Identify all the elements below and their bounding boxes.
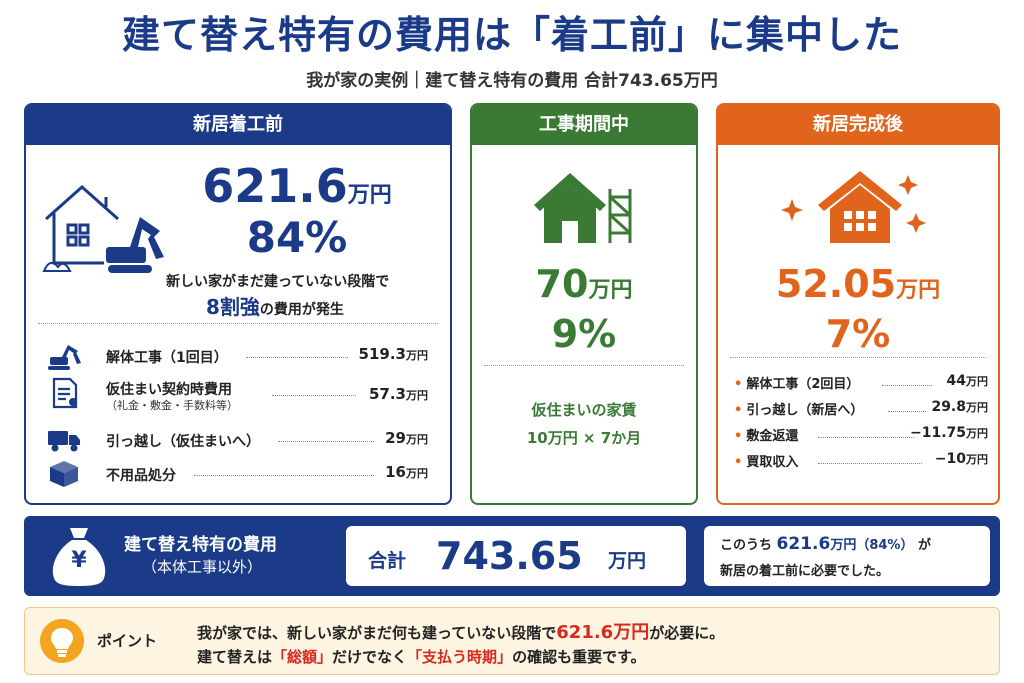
item-value: 29.8 (931, 399, 966, 415)
item-label: 仮住まい契約時費用 (106, 382, 232, 398)
during-note1: 仮住まいの家賃 (531, 401, 637, 419)
after-item: • 買取収入 −10万円 (734, 451, 988, 470)
note-pre: このうち (720, 538, 773, 553)
after-card-header: 新居完成後 (718, 105, 998, 145)
item-label: 解体工事（1回目） (106, 350, 228, 366)
after-item: • 引っ越し（新居へ） 29.8万円 (734, 399, 988, 418)
truck-icon (48, 431, 80, 452)
point-line2-c: だけでなく (332, 648, 408, 666)
after-completion-card: 新居完成後 52.05万円 7% • 解体工事（2回目） 44万円 • 引っ越し（新居… (716, 103, 1000, 505)
after-item: • 敷金返還 −11.75万円 (734, 425, 988, 444)
note-post: が (917, 538, 931, 553)
point-line2-a: 建て替えは (197, 648, 273, 666)
before-construction-card: 新居着工前 621.6万円 84% 新しい家がまだ建っていない段階で 8割強の費… (24, 103, 452, 505)
before-percent: 84% (246, 213, 348, 262)
contract-document-icon (52, 377, 78, 409)
page-title: 建て替え特有の費用は「着工前」に集中した (121, 13, 902, 57)
item-sublabel: （礼金・敷金・手数料等） (106, 399, 238, 412)
before-unit: 万円 (347, 183, 392, 208)
item-unit: 万円 (406, 349, 428, 362)
before-item-contract: 仮住まい契約時費用 （礼金・敷金・手数料等） 57.3万円 (26, 377, 450, 413)
note-amount: 621.6 (776, 534, 831, 554)
item-label: 引っ越し（新居へ） (746, 403, 864, 418)
item-value: 44 (946, 373, 966, 389)
point-box: ポイント 我が家では、新しい家がまだ何も建っていない段階で621.6万円が必要に… (24, 607, 1000, 675)
item-value: 16 (385, 463, 406, 481)
point-line2-timing: 「支払う時期」 (407, 648, 513, 666)
point-line2-e: の確認も重要です。 (512, 648, 646, 666)
during-construction-card: 工事期間中 70万円 9% 仮住まいの家賃 10万円 × 7か月 (470, 103, 698, 505)
point-line1-post: が必要に。 (649, 624, 725, 642)
before-item-disposal: 不用品処分 16万円 (26, 457, 450, 493)
item-unit: 万円 (966, 427, 988, 440)
item-unit: 万円 (966, 453, 988, 466)
point-line2-total: 「総額」 (272, 648, 333, 666)
item-unit: 万円 (406, 433, 428, 446)
during-card-header: 工事期間中 (472, 105, 696, 145)
point-line1-pre: 我が家では、新しい家がまだ何も建っていない段階で (197, 624, 557, 642)
total-label2: （本体工事以外） (142, 558, 263, 576)
item-value: −10 (934, 451, 966, 467)
item-label: 買取収入 (746, 455, 799, 470)
item-value: 57.3 (368, 385, 406, 403)
item-unit: 万円 (406, 389, 428, 402)
sum-value: 743.65 (436, 534, 583, 578)
total-label1: 建て替え特有の費用 (124, 535, 277, 555)
item-value: 519.3 (358, 345, 406, 363)
note-unit: 万円（84%） (830, 538, 914, 553)
item-unit: 万円 (406, 467, 428, 480)
item-label: 不用品処分 (106, 468, 176, 484)
before-card-header: 新居着工前 (26, 105, 450, 145)
after-item: • 解体工事（2回目） 44万円 (734, 373, 988, 392)
point-label: ポイント (97, 632, 158, 650)
box-icon (50, 461, 78, 487)
total-cost-bar: ¥ 建て替え特有の費用 （本体工事以外） 合計 743.65 万円 このうち 6… (24, 516, 1000, 596)
before-desc-highlight: 8割強 (206, 295, 260, 319)
during-percent: 9% (551, 312, 617, 356)
before-desc-line2: の費用が発生 (259, 302, 344, 318)
before-amount: 621.6 (202, 159, 348, 213)
sum-label: 合計 (368, 550, 407, 572)
item-value: 29 (385, 429, 406, 447)
after-percent: 7% (825, 312, 891, 356)
item-label: 敷金返還 (746, 429, 799, 444)
item-label: 引っ越し（仮住まいへ） (106, 434, 260, 450)
lightbulb-icon (40, 619, 84, 663)
during-amount: 70 (535, 262, 589, 306)
new-house-sparkle-icon (781, 171, 926, 243)
excavator-icon (48, 345, 81, 370)
during-unit: 万円 (588, 278, 633, 303)
item-unit: 万円 (966, 375, 988, 388)
house-scaffold-icon (534, 173, 632, 243)
after-amount: 52.05 (775, 262, 897, 306)
house-excavator-icon (42, 184, 164, 273)
item-label: 解体工事（2回目） (746, 377, 860, 392)
before-item-demolition: 解体工事（1回目） 519.3万円 (26, 339, 450, 375)
money-bag-yen-icon (52, 528, 106, 586)
point-line1-highlight: 621.6万円 (556, 622, 650, 643)
note-line2: 新居の着工前に必要でした。 (720, 564, 890, 579)
after-unit: 万円 (896, 278, 941, 303)
yen-symbol: ¥ (71, 548, 87, 573)
item-value: −11.75 (909, 425, 966, 441)
during-note2: 10万円 × 7か月 (526, 429, 642, 447)
page-subtitle: 我が家の実例｜建て替え特有の費用 合計743.65万円 (306, 71, 718, 91)
total-sum-box: 合計 743.65 万円 (346, 526, 686, 586)
total-note-box: このうち 621.6万円（84%） が 新居の着工前に必要でした。 (704, 526, 990, 586)
sum-unit: 万円 (608, 550, 647, 572)
before-item-moving: 引っ越し（仮住まいへ） 29万円 (26, 423, 450, 459)
item-unit: 万円 (966, 401, 988, 414)
before-desc-line1: 新しい家がまだ建っていない段階で (166, 274, 390, 290)
